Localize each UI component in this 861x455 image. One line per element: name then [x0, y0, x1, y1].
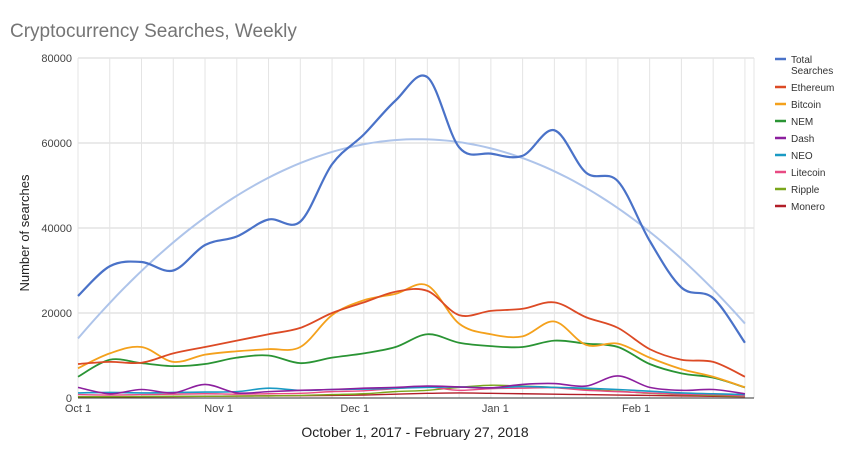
legend-label: Total Searches	[791, 55, 833, 77]
trend-layer	[77, 138, 746, 340]
legend-label: NEM	[791, 117, 813, 128]
y-tick-label: 0	[66, 393, 72, 405]
grid	[77, 57, 755, 399]
series-line-dash	[77, 375, 746, 395]
x-tick-label: Jan 1	[482, 403, 509, 415]
series-line-ethereum	[77, 288, 746, 378]
legend-label: Monero	[791, 202, 825, 213]
legend-label: Ethereum	[791, 83, 834, 94]
legend-label: Dash	[791, 134, 814, 145]
y-axis-label: Number of searches	[17, 174, 32, 292]
y-tick-label: 80000	[41, 53, 72, 65]
legend-item-monero[interactable]: Monero	[775, 202, 825, 213]
legend-label: Ripple	[791, 185, 820, 196]
legend-item-total-searches[interactable]: Total Searches	[775, 55, 833, 77]
y-tick-label: 60000	[41, 138, 72, 150]
series-layer	[77, 74, 746, 398]
axes: 0 20000 40000 60000 80000 Oct 1 Nov 1 Dec 1 Jan …	[41, 53, 754, 415]
x-tick-label: Feb 1	[622, 403, 650, 415]
x-tick-label: Dec 1	[340, 403, 369, 415]
legend-item-nem[interactable]: NEM	[775, 117, 813, 128]
legend-item-ethereum[interactable]: Ethereum	[775, 83, 834, 94]
legend-item-ripple[interactable]: Ripple	[775, 185, 820, 196]
legend-label: NEO	[791, 151, 813, 162]
chart-title: Cryptocurrency Searches, Weekly	[10, 21, 297, 42]
legend-item-neo[interactable]: NEO	[775, 151, 813, 162]
y-tick-label: 40000	[41, 223, 72, 235]
x-tick-label: Oct 1	[65, 403, 91, 415]
total-searches-trendline	[77, 138, 746, 340]
legend-item-dash[interactable]: Dash	[775, 134, 814, 145]
legend: Total Searches Ethereum Bitcoin NEM Dash NEO Li…	[775, 55, 834, 213]
legend-item-litecoin[interactable]: Litecoin	[775, 168, 825, 179]
legend-label: Bitcoin	[791, 100, 821, 111]
x-tick-label: Nov 1	[204, 403, 233, 415]
series-line-neo	[77, 385, 745, 396]
series-line-nem	[77, 333, 746, 389]
x-axis-label: October 1, 2017 - February 27, 2018	[301, 424, 528, 440]
y-tick-label: 20000	[41, 308, 72, 320]
series-line-total-searches	[77, 74, 746, 344]
legend-label: Litecoin	[791, 168, 825, 179]
legend-item-bitcoin[interactable]: Bitcoin	[775, 100, 821, 111]
series-line-bitcoin	[77, 283, 746, 389]
